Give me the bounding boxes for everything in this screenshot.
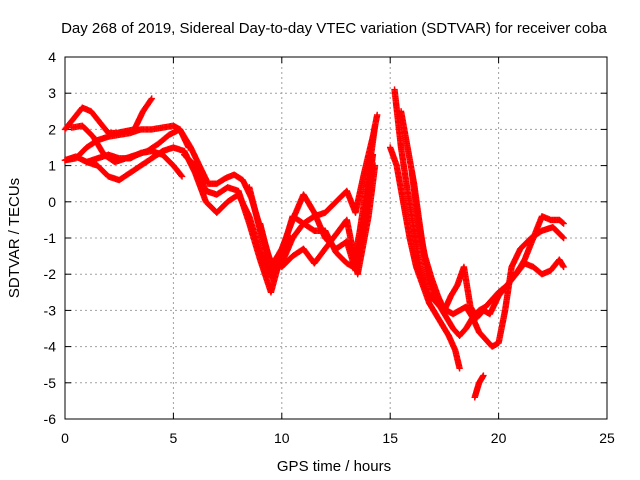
data-point-marker	[456, 365, 463, 372]
data-point-marker	[178, 173, 186, 180]
data-point-marker	[148, 95, 155, 102]
data-point-marker	[559, 219, 566, 226]
x-axis-label: GPS time / hours	[277, 458, 391, 475]
data-series	[408, 169, 567, 321]
data-point-marker	[560, 220, 567, 227]
x-tick-label: 10	[274, 430, 290, 446]
data-point-marker	[371, 162, 379, 169]
y-tick-label: -4	[44, 339, 57, 355]
data-point-marker	[178, 172, 185, 179]
x-tick-label: 20	[491, 430, 507, 446]
data-point-marker	[560, 234, 567, 242]
data-series	[471, 372, 487, 401]
data-point-marker	[369, 151, 377, 158]
data-point-marker	[147, 96, 155, 103]
y-tick-label: 0	[48, 194, 56, 210]
y-tick-label: 4	[48, 49, 56, 65]
data-point-marker	[373, 111, 381, 119]
data-series	[278, 162, 379, 278]
data-series	[387, 144, 463, 372]
data-point-marker	[560, 263, 567, 271]
x-tick-label: 0	[61, 430, 69, 446]
data-marks	[61, 86, 567, 401]
y-tick-label: -2	[44, 266, 57, 282]
data-series	[397, 108, 567, 339]
x-tick-label: 25	[599, 430, 615, 446]
y-tick-label: 1	[48, 158, 56, 174]
x-tick-label: 15	[382, 430, 398, 446]
y-tick-label: -6	[44, 411, 57, 427]
y-tick-label: 2	[48, 121, 56, 137]
data-point-marker	[480, 372, 487, 379]
x-tick-label: 5	[170, 430, 178, 446]
y-tick-label: 3	[48, 85, 56, 101]
chart-title: Day 268 of 2019, Sidereal Day-to-day VTE…	[61, 20, 607, 37]
data-point-marker	[559, 233, 566, 241]
data-series	[83, 147, 186, 180]
y-axis-label: SDTVAR / TECUs	[6, 178, 23, 298]
y-tick-label: -1	[44, 230, 57, 246]
y-tick-label: -5	[44, 375, 57, 391]
y-tick-label: -3	[44, 302, 57, 318]
axis-ticks: 0 5 10 15 20 25 -6 -5 -4 -3 -2 -1 0 1 2 3 4	[44, 49, 615, 446]
